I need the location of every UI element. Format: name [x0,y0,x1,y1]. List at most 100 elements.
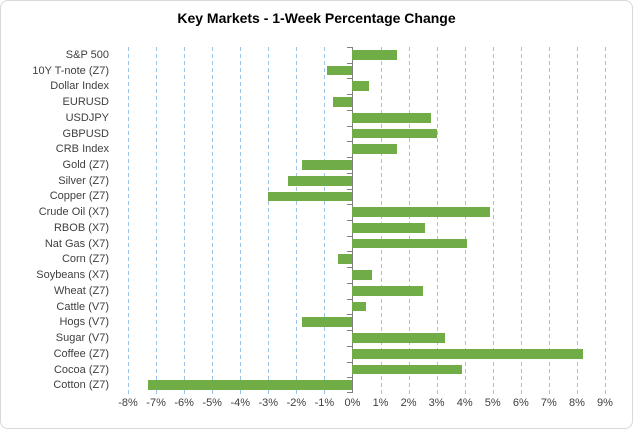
axis-tick [347,94,353,96]
bar-s-p-500 [352,49,398,60]
plot-area [114,47,619,397]
axis-tick [347,62,353,64]
x-tick-label: -1% [314,397,335,409]
category-label: Cattle (V7) [56,300,109,313]
chart-title: Key Markets - 1-Week Percentage Change [177,10,456,26]
category-label: Silver (Z7) [58,174,109,187]
gridline [464,47,466,397]
bar-dollar-index [352,81,370,92]
category-label: Wheat (Z7) [53,284,109,297]
category-label: S&P 500 [65,48,109,61]
category-label: Gold (Z7) [62,159,109,171]
bar-soybeans-x7 [352,270,373,280]
gridline [296,47,298,397]
x-tick-label: 6% [512,397,529,409]
axis-tick [347,172,353,174]
axis-tick [347,220,353,221]
bar-gbpusd [352,128,437,139]
category-label: Cotton (Z7) [53,379,109,392]
axis-tick [347,282,353,284]
x-tick-label: 0% [344,397,361,409]
x-tick-label: -2% [286,397,307,409]
category-label: Corn (Z7) [61,253,109,266]
axis-tick [347,188,353,190]
bar-gold-z7 [301,160,353,170]
x-tick-label: 3% [428,397,445,409]
axis-tick [347,267,353,269]
category-label: Soybeans (X7) [36,269,109,282]
gridline [548,47,550,397]
axis-tick [347,345,353,347]
axis-tick [347,141,353,143]
gridline [128,47,130,397]
bar-coffee-z7 [352,348,583,359]
axis-tick [347,47,353,48]
bar-nat-gas-x7 [352,238,468,249]
axis-tick [347,78,353,80]
x-tick-label: -3% [258,397,279,409]
category-label: CRB Index [55,143,109,156]
category-label: Hogs (V7) [59,316,109,329]
gridline [576,47,578,397]
axis-tick [347,157,353,159]
bar-cocoa-z7 [352,364,462,375]
gridline [492,47,494,397]
gridline [240,47,242,397]
category-label: USDJPY [65,111,109,124]
bar-crude-oil-x7 [352,207,490,217]
axis-tick [347,125,353,127]
axis-tick [347,314,353,316]
gridline [604,47,606,397]
category-label: 10Y T-note (Z7) [32,64,109,77]
category-label: Nat Gas (X7) [44,237,109,250]
x-tick-label: -8% [118,397,138,409]
bar-cotton-z7 [147,380,353,390]
gridline [520,47,522,397]
category-label: Copper (Z7) [49,190,109,203]
axis-tick [347,392,353,393]
gridline [408,47,410,397]
x-tick-label: 4% [456,397,473,409]
x-tick-label: 5% [484,397,501,409]
category-label: GBPUSD [62,127,109,140]
x-tick-label: 7% [540,397,557,409]
bar-10y-t-note-z7 [327,65,353,76]
category-label: RBOB (X7) [53,221,109,234]
gridline [268,47,270,397]
category-label: Sugar (V7) [55,332,109,345]
x-tick-label: -7% [146,397,166,409]
x-axis-labels: -8% -7% -6% -5% -4% -3% -2% -1% 0% 1% 2% 3% 4% 5% 6% 7%… [114,397,619,412]
x-tick-label: -5% [202,397,222,409]
y-axis-labels: S&P 500 10Y T-note (Z7) Dollar Index EURUSD… [1,47,109,393]
category-label: EURUSD [62,96,109,109]
bar-crb-index [352,144,398,155]
bar-hogs-v7 [301,317,353,328]
category-label: Coffee (Z7) [53,347,109,360]
gridline [156,47,158,397]
bar-eurusd [332,97,353,107]
axis-tick [347,298,353,300]
axis-tick [347,204,353,206]
bar-rbob-x7 [352,222,426,233]
axis-tick [347,235,353,237]
x-tick-label: -4% [230,397,251,409]
gridline [324,47,326,397]
bar-sugar-v7 [352,333,446,343]
category-label: Crude Oil (X7) [38,206,109,219]
axis-tick [347,377,353,379]
gridline [380,47,382,397]
gridline [184,47,186,397]
axis-tick [347,251,353,253]
x-tick-label: -6% [174,397,194,409]
bar-copper-z7 [268,191,353,202]
x-tick-label: 2% [400,397,417,409]
gridline [436,47,438,397]
bar-wheat-z7 [352,285,423,296]
category-label: Dollar Index [50,80,109,93]
category-label: Cocoa (Z7) [53,363,109,376]
bar-cattle-v7 [352,301,367,312]
bar-silver-z7 [287,175,353,186]
x-tick-label: 8% [568,397,585,409]
axis-tick [347,361,353,363]
